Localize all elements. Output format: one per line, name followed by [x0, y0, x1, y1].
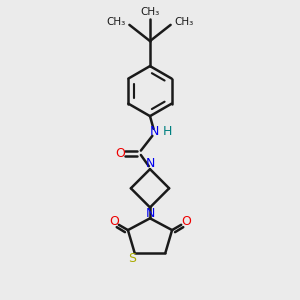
Text: O: O	[115, 147, 125, 160]
Text: CH₃: CH₃	[174, 17, 194, 27]
Text: H: H	[162, 125, 172, 138]
Text: O: O	[181, 215, 191, 228]
Text: N: N	[150, 125, 159, 138]
Text: CH₃: CH₃	[106, 17, 126, 27]
Text: CH₃: CH₃	[140, 8, 160, 17]
Text: S: S	[128, 252, 136, 266]
Text: N: N	[145, 157, 155, 170]
Text: O: O	[109, 215, 119, 228]
Text: N: N	[145, 207, 155, 220]
